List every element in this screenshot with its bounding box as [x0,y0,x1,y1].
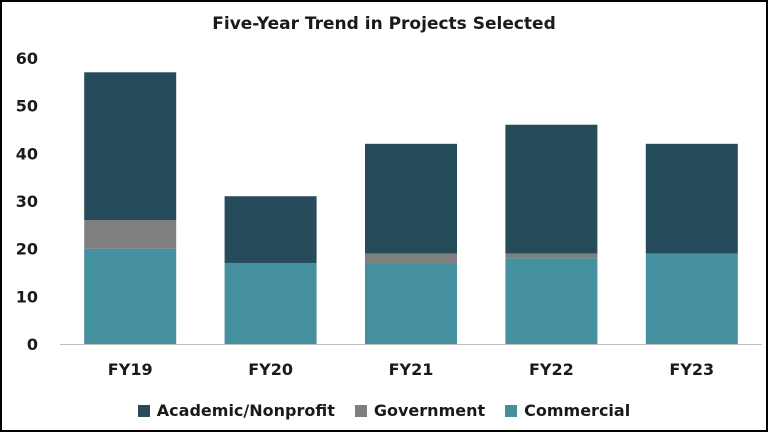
y-tick-label: 20 [16,240,38,259]
y-tick-label: 50 [16,97,38,116]
y-tick-label: 30 [16,192,38,211]
bars [84,72,738,344]
legend-swatch [354,404,367,417]
y-axis: 0 10 20 30 40 50 60 [16,49,38,354]
bar-stack-fy22 [505,124,598,344]
y-tick-label: 40 [16,144,38,163]
legend-item: Commercial [505,401,630,420]
legend: Academic/Nonprofit Government Commercial [2,401,766,420]
legend-label: Government [373,401,486,420]
bar-stack-fy23 [645,143,738,344]
x-axis: FY19 FY20 FY21 FY22 FY23 [108,360,714,379]
x-tick-label: FY20 [248,360,293,379]
bar-stack-fy20 [224,196,317,344]
y-tick-label: 0 [27,335,38,354]
y-tick-label: 60 [16,49,38,68]
x-tick-label: FY21 [389,360,434,379]
bar-government-fy19 [84,220,177,249]
bar-academic-nonprofit-fy21 [365,143,457,254]
bar-academic-nonprofit-fy19 [84,72,177,221]
legend-item: Government [354,401,486,420]
y-tick-label: 10 [16,287,38,306]
bar-commercial-fy23 [645,253,738,344]
bar-commercial-fy22 [505,258,598,344]
bar-commercial-fy19 [84,248,177,344]
legend-label: Academic/Nonprofit [156,401,335,420]
x-tick-label: FY22 [529,360,574,379]
chart-title: Five-Year Trend in Projects Selected [212,14,556,34]
x-tick-label: FY19 [108,360,153,379]
chart-plot: 0 10 20 30 40 50 60 FY19 FY20 FY21 FY22 FY23 [16,49,762,379]
bar-academic-nonprofit-fy23 [645,143,738,254]
bar-academic-nonprofit-fy20 [224,196,317,263]
bar-stack-fy21 [365,143,457,344]
bar-commercial-fy20 [224,262,317,344]
legend-swatch [137,404,150,417]
legend-label: Commercial [524,401,631,420]
x-tick-label: FY23 [669,360,714,379]
bar-government-fy21 [365,253,457,263]
bar-commercial-fy21 [365,262,457,344]
bar-stack-fy19 [84,72,177,344]
bar-government-fy22 [505,253,598,259]
legend-item: Academic/Nonprofit [137,401,335,420]
legend-swatch [505,404,518,417]
bar-academic-nonprofit-fy22 [505,124,598,254]
